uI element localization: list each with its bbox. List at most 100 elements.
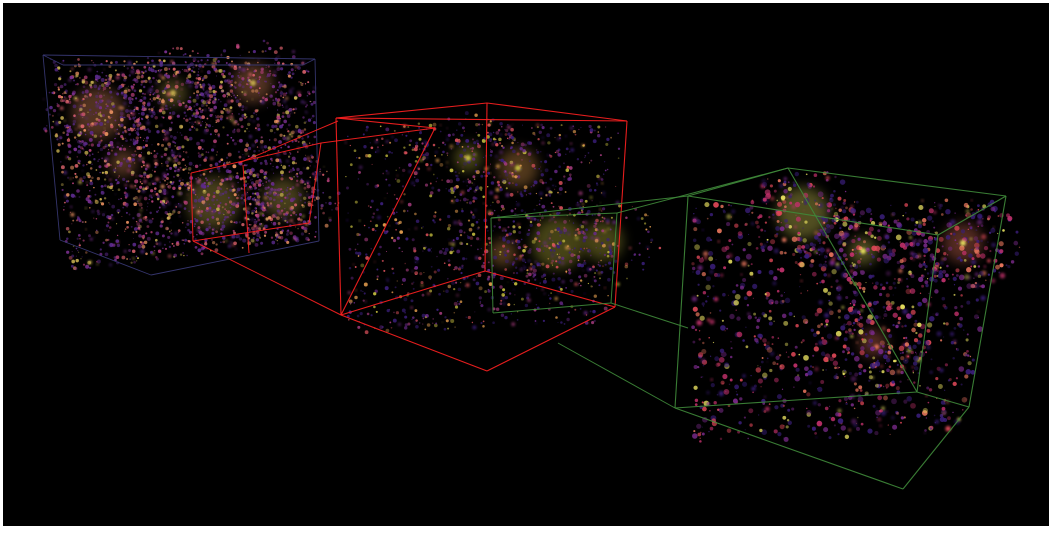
particle (473, 183, 475, 186)
particle (826, 333, 833, 339)
particle (61, 188, 64, 192)
particle (401, 308, 406, 313)
particle (540, 170, 542, 172)
particle (152, 64, 156, 68)
particle (822, 263, 828, 269)
particle (882, 385, 885, 388)
particle (76, 189, 80, 193)
particle (520, 209, 524, 212)
particle (304, 154, 307, 156)
particle (197, 52, 199, 54)
particle (158, 97, 162, 101)
particle (578, 275, 582, 279)
particle (71, 131, 73, 133)
particle (299, 134, 302, 137)
particle (476, 170, 478, 172)
particle (233, 142, 237, 146)
particle (185, 106, 187, 108)
particle (828, 436, 832, 440)
particle (257, 176, 259, 179)
particle (130, 92, 135, 97)
particle (105, 238, 108, 242)
particle (942, 304, 947, 308)
particle (227, 108, 232, 113)
particle (851, 262, 854, 264)
particle (776, 199, 779, 202)
particle (441, 321, 443, 323)
particle (70, 165, 75, 170)
particle (570, 253, 575, 257)
particle (524, 261, 527, 264)
particle (465, 138, 470, 143)
particle (319, 168, 322, 171)
particle (896, 260, 900, 265)
particle (806, 407, 808, 410)
particle (148, 108, 151, 111)
particle (426, 291, 431, 296)
particle (569, 151, 571, 153)
particle (477, 226, 480, 229)
particle (111, 102, 115, 106)
particle (482, 261, 485, 265)
particle (754, 316, 758, 319)
particle (462, 148, 467, 152)
particle (133, 227, 138, 231)
particle (259, 161, 263, 165)
particle (276, 115, 281, 120)
particle (933, 274, 937, 278)
particle (777, 179, 781, 183)
particle (241, 246, 244, 249)
particle (94, 74, 99, 79)
particle (142, 96, 147, 101)
particle (425, 152, 430, 157)
particle (223, 214, 225, 216)
particle (869, 339, 873, 343)
particle (238, 221, 241, 224)
particle (807, 424, 811, 428)
particle (1015, 230, 1019, 234)
particle (365, 256, 369, 260)
particle (216, 151, 219, 153)
particle (263, 234, 267, 237)
particle (577, 259, 580, 262)
particle (497, 183, 501, 187)
particle (282, 96, 285, 99)
particle (482, 253, 485, 256)
particle (279, 46, 283, 50)
particle (259, 189, 262, 191)
particle (277, 222, 281, 225)
particle (514, 175, 518, 179)
particle (195, 95, 200, 100)
particle (205, 151, 208, 153)
particle (239, 76, 242, 78)
particle (730, 204, 732, 207)
particle (75, 128, 77, 131)
particle (493, 176, 496, 179)
particle (82, 239, 85, 242)
particle (69, 211, 71, 213)
particle (208, 107, 210, 109)
particle (536, 231, 541, 235)
particle (701, 229, 704, 231)
particle (376, 149, 380, 153)
particle (559, 212, 561, 214)
particle (418, 137, 422, 141)
particle (305, 236, 310, 241)
particle (106, 151, 111, 156)
particle (311, 90, 315, 94)
particle (196, 94, 199, 97)
particle (128, 105, 130, 107)
particle (933, 210, 937, 215)
particle (226, 161, 229, 165)
particle (256, 158, 259, 160)
particle (821, 336, 824, 340)
particle (201, 197, 205, 201)
particle (284, 143, 287, 146)
particle (204, 108, 207, 111)
particle (101, 113, 106, 117)
particle (415, 273, 417, 275)
particle (412, 287, 415, 290)
particle (477, 144, 481, 149)
particle (555, 149, 560, 154)
particle (279, 91, 284, 95)
